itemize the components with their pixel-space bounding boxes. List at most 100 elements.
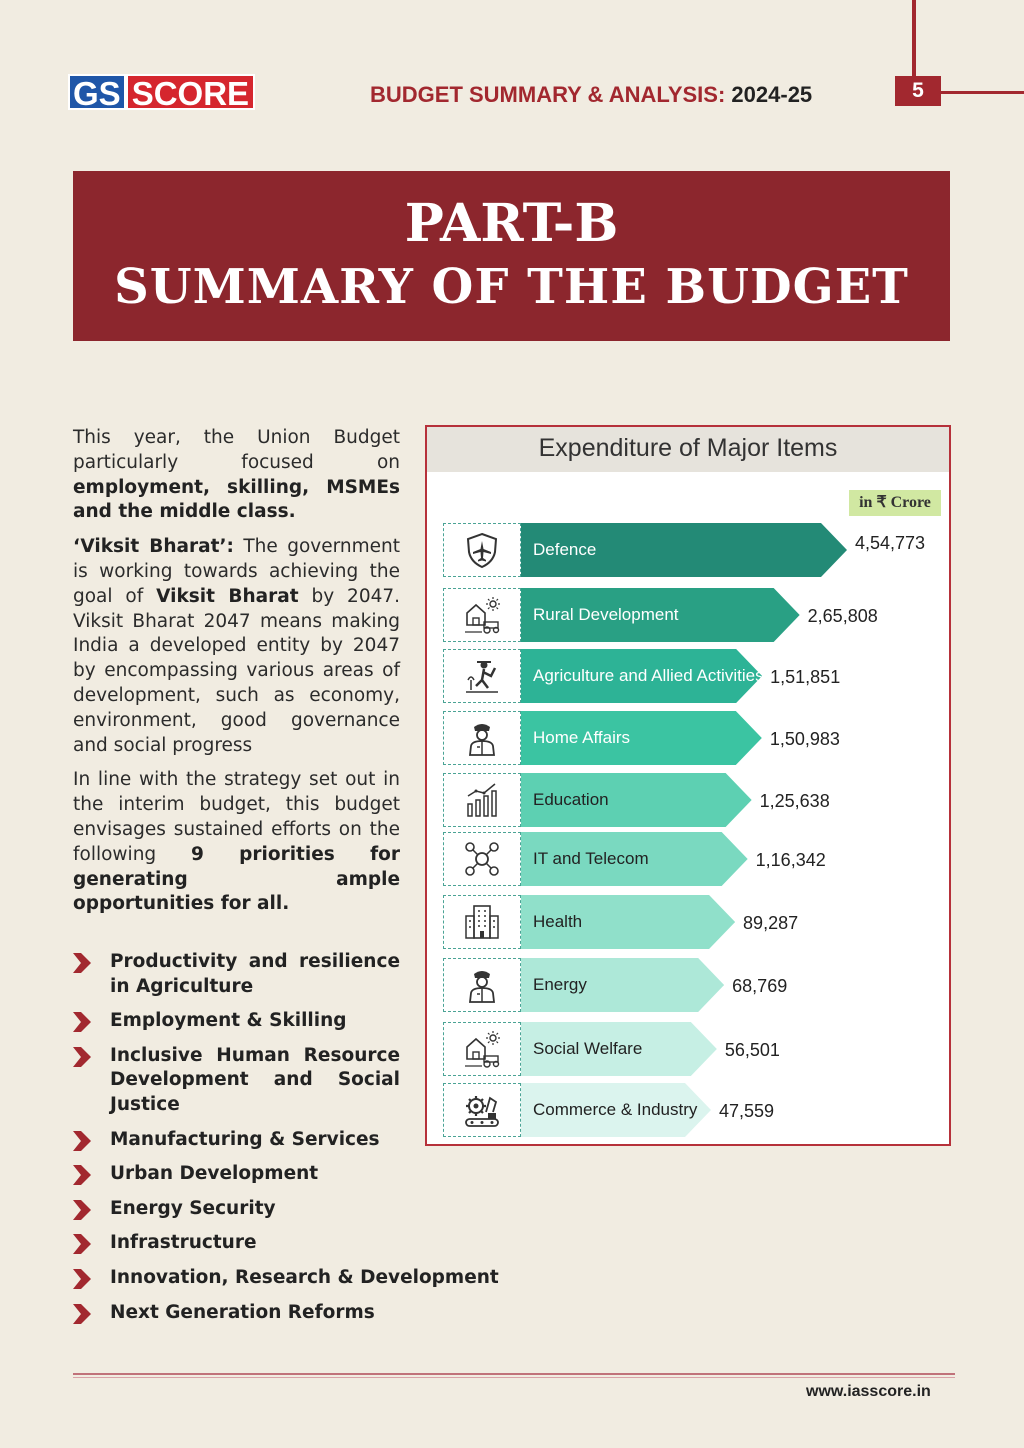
priorities-list: Productivity and resilience in Agricultu… — [73, 950, 533, 1335]
chart-category-label: Agriculture and Allied Activities — [533, 666, 764, 685]
village-tractor-icon — [465, 597, 500, 634]
chart-icon-box — [443, 1083, 521, 1137]
network-icon — [465, 842, 499, 876]
chart-unit-label: in ₹ Crore — [849, 490, 941, 516]
chart-bar — [521, 773, 752, 827]
chart-icon-box — [443, 649, 521, 703]
priority-label: Employment & Skilling — [110, 1010, 347, 1032]
chart-bar — [521, 958, 725, 1012]
priority-label: Productivity and resilience in Agricultu… — [110, 951, 400, 997]
chart-icon-box — [443, 588, 521, 642]
priority-label: Energy Security — [110, 1197, 276, 1219]
chart-value-label: 47,559 — [719, 1101, 775, 1121]
priority-label: Innovation, Research & Development — [110, 1266, 499, 1288]
chart-bar-row: Education 1,25,638 — [443, 773, 933, 827]
chart-icon-box — [443, 523, 521, 577]
chevron-right-icon — [73, 953, 91, 973]
priority-label: Infrastructure — [110, 1232, 257, 1254]
chevron-right-icon — [73, 1234, 91, 1255]
priority-label: Urban Development — [110, 1163, 319, 1185]
header-title-text: BUDGET SUMMARY & ANALYSIS: — [370, 82, 726, 107]
priority-item: Manufacturing & Services — [73, 1128, 533, 1153]
logo-score: SCORE — [125, 74, 256, 112]
chart-icon-box — [443, 832, 521, 886]
chart-icon-box — [443, 958, 521, 1012]
chart-bar — [521, 523, 847, 577]
chart-category-label: IT and Telecom — [533, 849, 649, 868]
village-tractor-icon — [465, 1031, 500, 1068]
chart-bar-row: Commerce & Industry 47,559 — [443, 1083, 933, 1137]
footer-rule-thin — [73, 1377, 955, 1378]
intro-text: This year, the Union Budget particularly… — [73, 426, 400, 927]
footer-rule — [73, 1373, 955, 1375]
chart-category-label: Education — [533, 790, 609, 809]
chart-bar-row: Agriculture and Allied Activities 1,51,85… — [443, 649, 933, 703]
chevron-right-icon — [73, 1268, 91, 1289]
chevron-right-icon — [73, 1046, 91, 1067]
chart-category-label: Defence — [533, 540, 597, 559]
chart-bar-row: Defence 4,54,773 — [443, 523, 933, 577]
chart-category-label: Rural Development — [533, 605, 679, 624]
expenditure-chart: Expenditure of Major Items in ₹ Crore De… — [425, 425, 951, 1146]
priority-label: Inclusive Human Resource Development and… — [110, 1044, 400, 1115]
p3-text: In line with the strategy set out in the… — [73, 769, 400, 865]
chart-icon-box — [443, 711, 521, 765]
priority-item: Next Generation Reforms — [73, 1301, 533, 1326]
p3-bold: 9 priorities for generating ample opport… — [73, 843, 400, 915]
chart-value-label: 89,287 — [743, 913, 799, 933]
chart-bar — [521, 832, 748, 886]
website-link[interactable]: www.iasscore.in — [806, 1383, 931, 1400]
shield-jet-icon — [466, 532, 498, 569]
growth-chart-icon — [467, 783, 497, 817]
chart-bar — [521, 588, 800, 642]
priority-label: Manufacturing & Services — [110, 1128, 380, 1150]
priority-item: Infrastructure — [73, 1231, 533, 1256]
priority-label: Next Generation Reforms — [110, 1301, 375, 1323]
chart-icon-box — [443, 773, 521, 827]
p2-bold: Viksit Bharat — [156, 585, 299, 607]
page-number: 5 — [895, 76, 941, 106]
chart-bar — [521, 1083, 711, 1137]
chart-bar-row: Energy 68,769 — [443, 958, 933, 1012]
chart-category-label: Home Affairs — [533, 728, 631, 747]
police-officer-icon — [468, 971, 496, 1003]
chevron-right-icon — [73, 1303, 91, 1324]
priority-item: Energy Security — [73, 1197, 533, 1222]
banner-summary-title: SUMMARY OF THE BUDGET — [114, 259, 909, 315]
police-officer-icon — [468, 724, 496, 756]
chevron-right-icon — [73, 1199, 91, 1220]
p1-text: This year, the Union Budget particularly… — [73, 427, 400, 473]
chart-icon-box — [443, 1022, 521, 1076]
chart-bar-row: Home Affairs 1,50,983 — [443, 711, 933, 765]
chart-value-label: 68,769 — [732, 976, 788, 996]
header-year: 2024-25 — [731, 82, 813, 107]
p2-heading: ‘Viksit Bharat’: — [73, 536, 234, 558]
farmer-icon — [466, 661, 498, 693]
priority-item: Inclusive Human Resource Development and… — [73, 1044, 400, 1118]
part-banner: PART-B SUMMARY OF THE BUDGET — [73, 171, 950, 341]
chevron-right-icon — [73, 1012, 91, 1033]
chart-bar-row: Social Welfare 56,501 — [443, 1022, 933, 1076]
chevron-right-icon — [73, 1165, 91, 1186]
chart-category-label: Energy — [533, 975, 587, 994]
gsscore-logo: GS SCORE — [68, 74, 256, 112]
chart-bar-row: Rural Development 2,65,808 — [443, 588, 933, 642]
priority-item: Productivity and resilience in Agricultu… — [73, 950, 400, 999]
chart-bar — [521, 1022, 717, 1076]
priority-item: Innovation, Research & Development — [73, 1266, 533, 1291]
hospital-icon — [465, 905, 499, 939]
chart-category-label: Social Welfare — [533, 1039, 643, 1058]
banner-part-title: PART-B — [404, 193, 619, 254]
header-title: BUDGET SUMMARY & ANALYSIS: 2024-25 — [370, 82, 812, 108]
paragraph-3: In line with the strategy set out in the… — [73, 768, 400, 917]
chart-category-label: Commerce & Industry — [533, 1100, 698, 1119]
chart-icon-box — [443, 895, 521, 949]
header-vertical-rule — [912, 0, 916, 80]
logo-gs: GS — [68, 74, 126, 112]
priority-item: Employment & Skilling — [73, 1009, 533, 1034]
chart-value-label: 1,16,342 — [755, 850, 826, 870]
header-horizontal-rule — [941, 91, 1024, 94]
chart-value-label: 1,51,851 — [770, 667, 841, 687]
p2-text-a: The government is working towards achiev… — [73, 536, 401, 607]
chart-bar — [521, 895, 736, 949]
